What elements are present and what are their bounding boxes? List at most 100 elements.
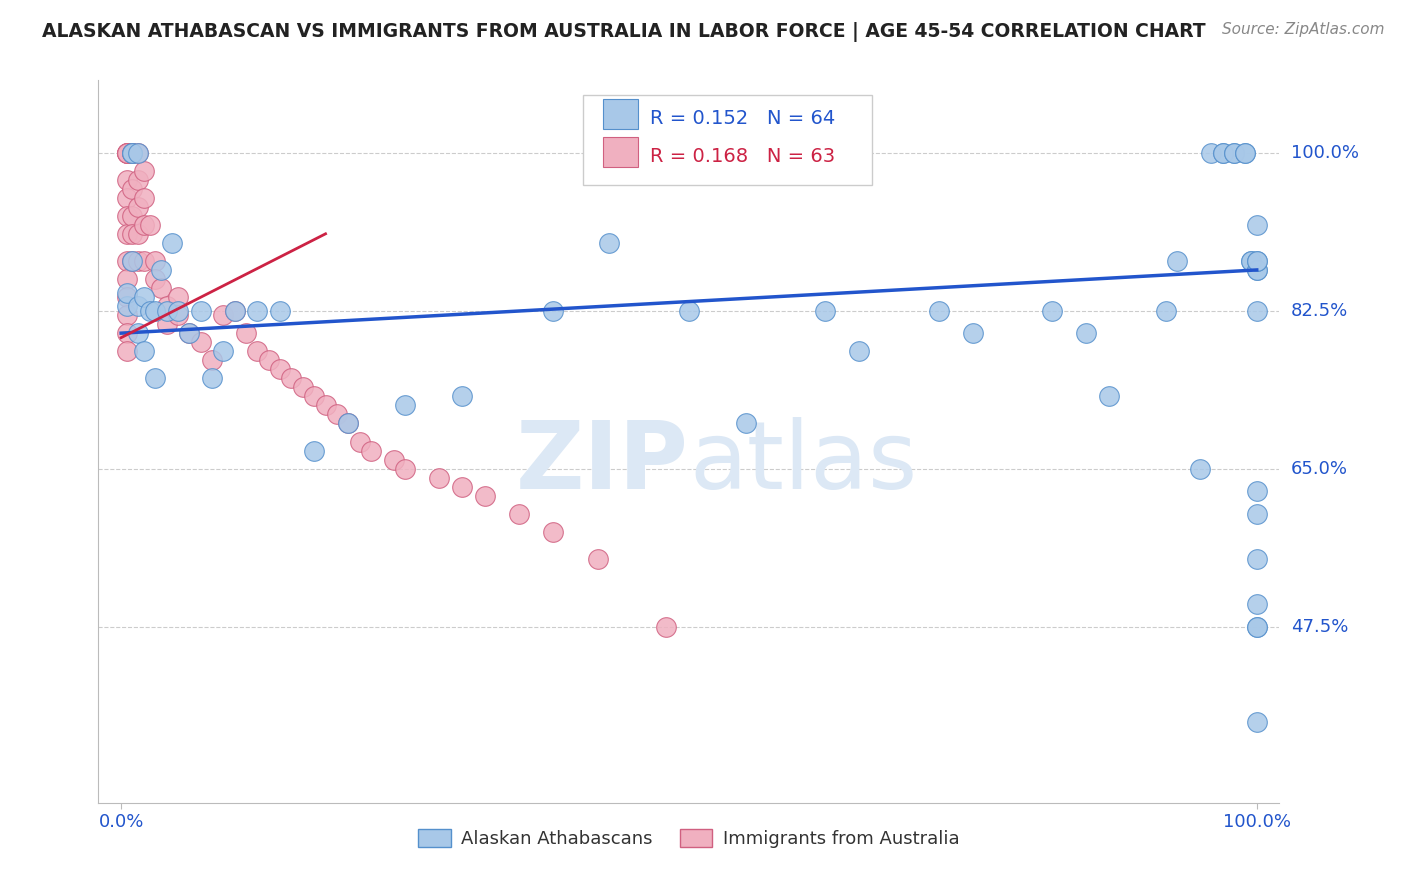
Point xyxy=(149,281,172,295)
Point xyxy=(326,408,349,422)
Point xyxy=(115,172,138,186)
Point xyxy=(127,227,149,241)
Point xyxy=(1246,254,1268,268)
Point xyxy=(246,344,269,359)
Point xyxy=(121,254,143,268)
Point xyxy=(848,344,870,359)
Point xyxy=(127,326,149,341)
Point xyxy=(115,299,138,313)
Point xyxy=(349,434,371,449)
Point xyxy=(508,507,530,521)
Y-axis label: In Labor Force | Age 45-54: In Labor Force | Age 45-54 xyxy=(0,322,8,561)
Point xyxy=(115,145,138,160)
Point xyxy=(1246,484,1268,499)
Point xyxy=(127,145,149,160)
Point xyxy=(115,209,138,223)
Point xyxy=(1246,620,1268,634)
Point xyxy=(121,182,143,196)
Point xyxy=(115,290,138,304)
Point xyxy=(315,398,337,412)
Point xyxy=(115,285,138,300)
Point xyxy=(132,191,155,205)
Point xyxy=(121,145,143,160)
Point xyxy=(1246,303,1268,318)
Point xyxy=(127,145,149,160)
FancyBboxPatch shape xyxy=(603,136,638,167)
Point xyxy=(814,303,837,318)
Point xyxy=(132,218,155,232)
Point xyxy=(115,145,138,160)
Point xyxy=(678,303,700,318)
Point xyxy=(121,145,143,160)
Point xyxy=(541,303,564,318)
Point xyxy=(541,524,564,539)
Point xyxy=(149,263,172,277)
Point xyxy=(1246,254,1268,268)
Point xyxy=(1246,507,1268,521)
Point xyxy=(143,371,166,385)
Point xyxy=(269,303,291,318)
Point xyxy=(179,326,201,341)
Point xyxy=(143,254,166,268)
Text: atlas: atlas xyxy=(689,417,917,509)
Point xyxy=(360,443,382,458)
Point xyxy=(394,398,416,412)
Point xyxy=(598,235,620,250)
Point xyxy=(1201,145,1223,160)
Point xyxy=(167,303,190,318)
Point xyxy=(212,308,235,322)
Point xyxy=(115,272,138,286)
Point xyxy=(115,254,138,268)
Point xyxy=(190,303,212,318)
Point xyxy=(1246,218,1268,232)
Point xyxy=(162,235,183,250)
Point xyxy=(127,200,149,214)
Point xyxy=(734,417,756,431)
FancyBboxPatch shape xyxy=(603,99,638,129)
Point xyxy=(1166,254,1188,268)
Point xyxy=(121,254,143,268)
Point xyxy=(155,303,177,318)
Point xyxy=(450,389,472,403)
Point xyxy=(1234,145,1257,160)
Point xyxy=(1246,620,1268,634)
Point xyxy=(1246,552,1268,566)
Point xyxy=(155,317,177,331)
Point xyxy=(1212,145,1234,160)
Text: ZIP: ZIP xyxy=(516,417,689,509)
Point xyxy=(143,303,166,318)
Point xyxy=(1246,263,1268,277)
Point xyxy=(132,254,155,268)
Text: R = 0.168   N = 63: R = 0.168 N = 63 xyxy=(650,146,835,166)
Point xyxy=(127,299,149,313)
Point xyxy=(382,452,405,467)
Point xyxy=(212,344,235,359)
Point xyxy=(121,145,143,160)
Point xyxy=(127,254,149,268)
Point xyxy=(257,353,280,368)
Point xyxy=(167,308,190,322)
Point xyxy=(167,290,190,304)
Point xyxy=(337,417,360,431)
Point xyxy=(337,417,360,431)
Point xyxy=(143,272,166,286)
Point xyxy=(201,371,224,385)
Point xyxy=(1154,303,1177,318)
Point xyxy=(450,480,472,494)
Point xyxy=(474,489,496,503)
Point xyxy=(962,326,984,341)
Point xyxy=(1223,145,1246,160)
Point xyxy=(1098,389,1121,403)
Point xyxy=(246,303,269,318)
Point xyxy=(394,461,416,475)
Point xyxy=(586,552,609,566)
Point xyxy=(1246,714,1268,729)
Text: R = 0.152   N = 64: R = 0.152 N = 64 xyxy=(650,109,835,128)
Point xyxy=(115,145,138,160)
Point xyxy=(1040,303,1063,318)
Text: 47.5%: 47.5% xyxy=(1291,617,1348,636)
Point xyxy=(655,620,678,634)
Point xyxy=(224,303,246,318)
Point xyxy=(127,172,149,186)
Point xyxy=(115,191,138,205)
